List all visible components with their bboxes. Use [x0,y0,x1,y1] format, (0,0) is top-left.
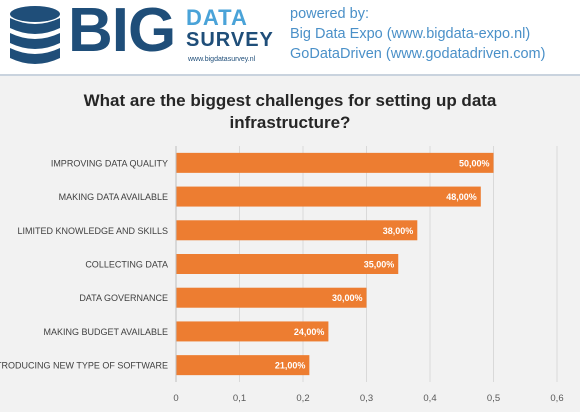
x-tick-label: 0,3 [360,393,373,404]
category-label: LIMITED KNOWLEDGE AND SKILLS [17,226,168,236]
logo-data-text: DATA [186,5,248,30]
data-label: 30,00% [332,293,363,303]
data-label: 24,00% [294,327,325,337]
data-label: 50,00% [459,158,490,168]
x-tick-label: 0,1 [233,393,246,404]
bar [176,152,494,173]
x-tick-label: 0,2 [296,393,309,404]
x-tick-label: 0 [173,393,178,404]
x-tick-label: 0,5 [487,393,500,404]
bar [176,220,418,241]
bar [176,287,367,308]
x-tick-label: 0,4 [423,393,436,404]
category-label: MAKING BUDGET AVAILABLE [43,327,168,337]
x-tick-label: 0,6 [550,393,563,404]
bar [176,321,329,342]
bar [176,186,481,207]
data-label: 38,00% [383,226,414,236]
logo-survey-text: SURVEY [186,29,274,51]
category-label: DATA GOVERNANCE [79,293,168,303]
database-icon [10,6,60,64]
category-label: INTRODUCING NEW TYPE OF SOFTWARE [0,361,168,371]
sponsor-bigdata-expo: Big Data Expo (www.bigdata-expo.nl) [290,26,531,42]
data-label: 35,00% [364,260,395,270]
big-data-survey-logo: BIG DATA SURVEY www.bigdatasurvey.nl [8,0,273,70]
category-label: COLLECTING DATA [85,260,168,270]
data-label: 21,00% [275,361,306,371]
data-label: 48,00% [446,192,477,202]
bar [176,355,310,376]
sponsor-godatadriven: GoDataDriven (www.godatadriven.com) [290,46,546,62]
category-label: IMPROVING DATA QUALITY [51,158,168,168]
powered-by-block: powered by: Big Data Expo (www.bigdata-e… [290,4,575,64]
category-label: MAKING DATA AVAILABLE [59,192,168,202]
logo-big-text: BIG [68,0,176,65]
chart-title: What are the biggest challenges for sett… [83,91,497,132]
logo-url-text: www.bigdatasurvey.nl [188,56,256,63]
bar [176,254,399,274]
powered-by-label: powered by: [290,6,369,22]
header-banner: BIG DATA SURVEY www.bigdatasurvey.nl pow… [0,0,580,76]
